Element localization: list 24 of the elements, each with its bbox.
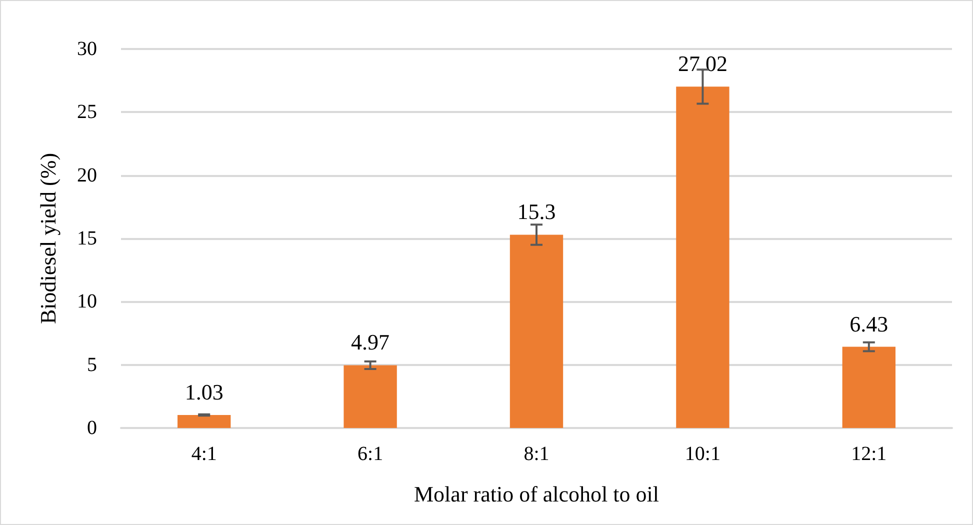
data-label: 27.02: [678, 51, 728, 76]
x-tick-label: 10:1: [684, 443, 720, 465]
y-tick-label: 20: [77, 164, 97, 186]
y-tick-label: 0: [87, 417, 97, 439]
bar: [344, 365, 397, 428]
y-tick-label: 5: [87, 354, 97, 376]
bar: [178, 414, 231, 428]
bar: [842, 346, 896, 428]
data-label: 15.3: [517, 199, 556, 224]
data-label: 1.03: [184, 379, 224, 404]
x-tick-label: 4:1: [191, 443, 217, 465]
bar: [676, 86, 730, 428]
x-axis-title: Molar ratio of alcohol to oil: [414, 482, 659, 506]
bar: [510, 234, 564, 428]
x-tick-label: 12:1: [851, 443, 887, 465]
y-tick-label: 30: [77, 38, 97, 60]
y-tick-label: 25: [77, 101, 97, 124]
data-label: 6.43: [850, 311, 888, 336]
data-label: 4.97: [351, 330, 390, 355]
y-tick-label: 10: [77, 290, 97, 313]
y-tick-label: 15: [77, 228, 97, 250]
y-axis-title: Biodiesel yield (%): [36, 152, 60, 324]
x-tick-label: 8:1: [524, 443, 550, 465]
x-tick-label: 6:1: [358, 443, 384, 465]
